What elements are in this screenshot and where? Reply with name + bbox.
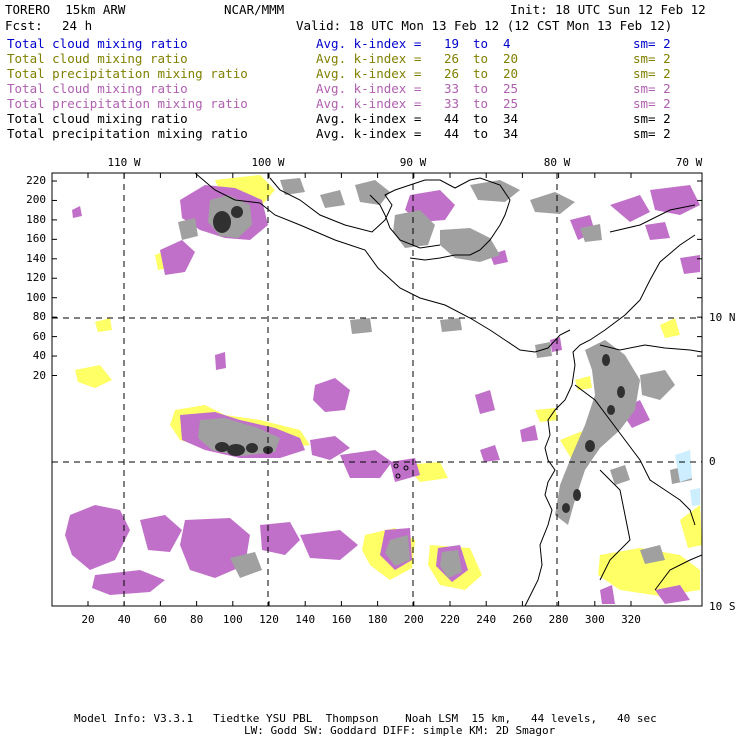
legend-k-end: 25 <box>503 96 519 111</box>
legend-to: to <box>473 96 489 111</box>
x-grid-index-label: 60 <box>153 613 168 626</box>
forecast-hours: 24 h <box>62 18 93 33</box>
valid-time: Valid: 18 UTC Mon 13 Feb 12 (12 CST Mon … <box>296 18 673 33</box>
latitude-label: 0 <box>709 455 716 468</box>
y-grid-index-label: 220 <box>26 174 46 187</box>
legend-smoothing: sm= 2 <box>633 111 671 126</box>
y-grid-index-label: 20 <box>32 368 46 382</box>
legend-smoothing: sm= 2 <box>633 51 671 66</box>
legend-k-end: 34 <box>503 126 519 141</box>
longitude-label: 80 W <box>543 156 571 169</box>
x-grid-index-label: 200 <box>403 613 424 626</box>
x-grid-index-label: 160 <box>331 613 352 626</box>
x-grid-index-label: 120 <box>259 613 279 626</box>
legend-field: Total precipitation mixing ratio <box>7 96 248 111</box>
graticule <box>52 173 702 606</box>
legend-k-start: 44 <box>444 126 460 141</box>
legend-k-end: 20 <box>503 66 519 81</box>
legend-stat: Avg. k-index = <box>316 81 422 96</box>
legend-k-end: 4 <box>503 36 511 51</box>
longitude-label: 100 W <box>251 156 285 169</box>
physics-info-line: LW: Godd SW: Goddard DIFF: simple KM: 2D… <box>244 724 556 737</box>
legend-stat: Avg. k-index = <box>316 51 422 66</box>
x-grid-index-label: 260 <box>512 613 533 626</box>
legend-k-end: 25 <box>503 81 519 96</box>
legend-k-start: 26 <box>444 51 460 66</box>
x-grid-index-label: 280 <box>548 613 569 626</box>
y-grid-index-label: 40 <box>32 349 46 363</box>
legend-k-end: 34 <box>503 111 519 126</box>
x-grid-index-label: 300 <box>584 613 605 626</box>
x-grid-index-label: 20 <box>81 613 95 626</box>
y-grid-index-label: 180 <box>26 212 46 226</box>
y-grid-index-label: 200 <box>26 193 46 207</box>
legend-k-end: 20 <box>503 51 519 66</box>
legend-to: to <box>473 111 489 126</box>
latitude-label: 10 S <box>709 600 736 613</box>
organization-label: NCAR/MMM <box>224 2 285 17</box>
x-grid-index-label: 180 <box>367 613 388 626</box>
ice-layer <box>675 450 700 506</box>
legend-k-start: 44 <box>444 111 460 126</box>
legend-stat: Avg. k-index = <box>316 36 422 51</box>
legend-field: Total precipitation mixing ratio <box>7 126 248 141</box>
legend-k-start: 33 <box>444 81 460 96</box>
y-grid-index-label: 120 <box>26 271 46 285</box>
legend-smoothing: sm= 2 <box>633 36 671 51</box>
legend-to: to <box>473 81 489 96</box>
legend-smoothing: sm= 2 <box>633 81 671 96</box>
x-grid-index-label: 140 <box>295 613 316 626</box>
longitude-label: 90 W <box>399 156 427 169</box>
legend-k-start: 33 <box>444 96 460 111</box>
legend-smoothing: sm= 2 <box>633 96 671 111</box>
coastlines <box>194 173 702 606</box>
legend-smoothing: sm= 2 <box>633 66 671 81</box>
longitude-label: 110 W <box>107 156 141 169</box>
legend-k-start: 19 <box>444 36 460 51</box>
legend-to: to <box>473 126 489 141</box>
legend-k-start: 26 <box>444 66 460 81</box>
y-grid-index-label: 140 <box>26 251 46 265</box>
x-grid-index-label: 240 <box>476 613 497 626</box>
latitude-label: 10 N <box>709 311 736 324</box>
model-title: TORERO 15km ARW <box>5 2 126 17</box>
x-grid-index-label: 320 <box>621 613 641 626</box>
legend-field: Total cloud mixing ratio <box>7 111 188 126</box>
legend-stat: Avg. k-index = <box>316 66 422 81</box>
model-info-line: Model Info: V3.3.1 Tiedtke YSU PBL Thomp… <box>74 712 657 725</box>
legend-field: Total precipitation mixing ratio <box>7 66 248 81</box>
legend-field: Total cloud mixing ratio <box>7 36 188 51</box>
legend-field: Total cloud mixing ratio <box>7 81 188 96</box>
longitude-label: 70 W <box>675 156 703 169</box>
legend-to: to <box>473 51 489 66</box>
y-grid-index-label: 100 <box>26 290 46 304</box>
legend-to: to <box>473 66 489 81</box>
map-frame <box>51 172 703 607</box>
y-grid-index-label: 160 <box>26 232 46 246</box>
legend-stat: Avg. k-index = <box>316 111 422 126</box>
legend-stat: Avg. k-index = <box>316 96 422 111</box>
init-time: Init: 18 UTC Sun 12 Feb 12 <box>510 2 706 17</box>
y-grid-index-label: 60 <box>32 329 46 343</box>
forecast-label: Fcst: <box>5 18 43 33</box>
legend-field: Total cloud mixing ratio <box>7 51 188 66</box>
x-grid-index-label: 220 <box>440 613 460 626</box>
legend-smoothing: sm= 2 <box>633 126 671 141</box>
x-grid-index-label: 100 <box>222 613 243 626</box>
y-grid-index-label: 80 <box>32 310 46 324</box>
legend-stat: Avg. k-index = <box>316 126 422 141</box>
legend-to: to <box>473 36 489 51</box>
x-grid-index-label: 40 <box>117 613 131 626</box>
x-grid-index-label: 80 <box>189 613 204 626</box>
